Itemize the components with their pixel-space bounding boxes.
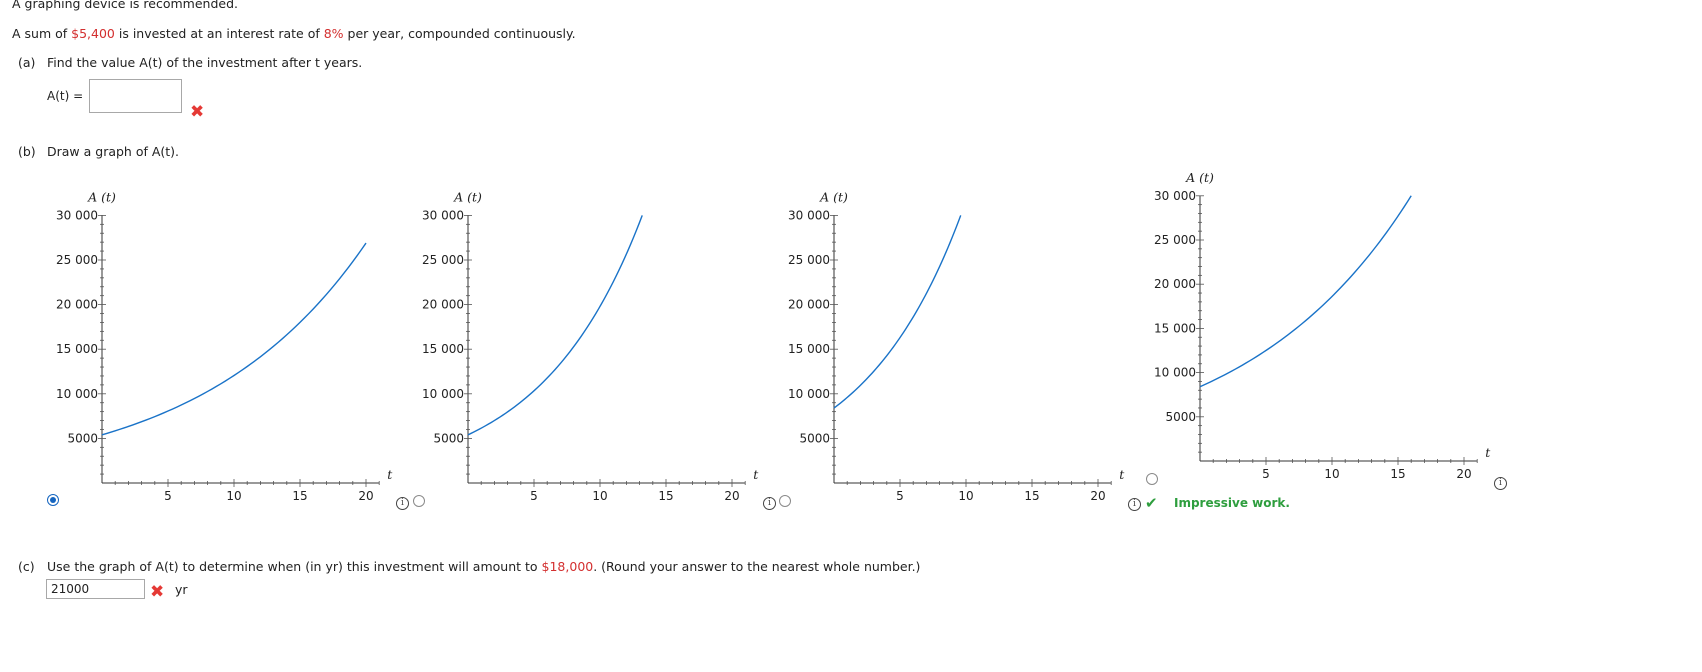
info-icon[interactable]: i (1494, 477, 1507, 490)
recommendation-note: A graphing device is recommended. (12, 0, 238, 11)
graph-option-3-radio[interactable] (779, 495, 791, 507)
y-tick-label: 10 000 (56, 387, 98, 401)
y-tick-label: 25 000 (1154, 233, 1196, 247)
problem-text-3: per year, compounded continuously. (343, 26, 576, 41)
x-tick-label: 10 (226, 489, 241, 503)
y-tick-label: 10 000 (422, 387, 464, 401)
y-axis-label: A (t) (87, 189, 116, 204)
x-tick-label: 20 (1456, 467, 1471, 481)
info-icon[interactable]: i (763, 497, 776, 510)
y-tick-label: 20 000 (788, 298, 830, 312)
correct-check-icon: ✔ (1145, 494, 1158, 512)
part-a-answer-input[interactable] (89, 79, 182, 113)
y-tick-label: 15 000 (56, 342, 98, 356)
graph-option-2-radio[interactable] (413, 495, 425, 507)
incorrect-x-icon: ✖ (150, 582, 165, 602)
part-c-text-1: Use the graph of A(t) to determine when … (47, 559, 542, 574)
graph-option-1-radio[interactable] (47, 494, 59, 506)
incorrect-x-icon: ✖ (190, 102, 205, 122)
growth-curve (467, 215, 643, 436)
y-axis-label: A (t) (1185, 170, 1214, 185)
info-icon[interactable]: i (396, 497, 409, 510)
y-tick-label: 15 000 (788, 342, 830, 356)
y-tick-label: 5000 (433, 431, 464, 445)
x-axis-label: t (753, 467, 759, 482)
y-tick-label: 5000 (67, 431, 98, 445)
y-tick-label: 5000 (799, 431, 830, 445)
y-tick-label: 20 000 (1154, 277, 1196, 291)
y-tick-label: 25 000 (422, 253, 464, 267)
y-tick-label: 30 000 (788, 208, 830, 222)
x-axis-label: t (387, 467, 393, 482)
y-axis-label: A (t) (453, 189, 482, 204)
growth-curve (101, 242, 367, 436)
x-tick-label: 15 (1390, 467, 1405, 481)
x-tick-label: 15 (292, 489, 307, 503)
problem-statement: A sum of $5,400 is invested at an intere… (12, 26, 576, 41)
x-tick-label: 15 (658, 489, 673, 503)
y-tick-label: 5000 (1165, 410, 1196, 424)
graph-option-4: 5 10 15 20 5000 10 000 15 000 20 000 25 000 30 00… (1154, 170, 1491, 481)
feedback-message: Impressive work. (1174, 496, 1290, 510)
graph-option-2: 5 10 15 20 5000 10 000 15 000 20 000 25 000 30 00… (422, 189, 759, 503)
growth-curve (1199, 195, 1412, 388)
y-axis-label: A (t) (819, 189, 848, 204)
graph-option-1: 5 10 15 20 5000 10 000 15 000 20 000 25 000 30 00… (56, 189, 393, 503)
part-a-question: Find the value A(t) of the investment af… (47, 55, 363, 70)
x-tick-label: 10 (1324, 467, 1339, 481)
x-tick-label: 20 (1090, 489, 1105, 503)
y-tick-label: 30 000 (1154, 189, 1196, 203)
x-tick-label: 5 (530, 489, 538, 503)
interest-rate: 8% (323, 26, 344, 41)
part-c-text-2: . (Round your answer to the nearest whol… (593, 559, 921, 574)
x-tick-label: 5 (1262, 467, 1270, 481)
y-tick-label: 20 000 (422, 298, 464, 312)
part-b-question: Draw a graph of A(t). (47, 144, 180, 159)
part-c-question: Use the graph of A(t) to determine when … (47, 559, 920, 574)
growth-curve (833, 215, 962, 409)
info-icon[interactable]: i (1128, 498, 1141, 511)
y-tick-label: 25 000 (788, 253, 830, 267)
part-c-answer-value: 21000 (51, 582, 90, 596)
y-tick-label: 20 000 (56, 298, 98, 312)
y-tick-label: 15 000 (1154, 321, 1196, 335)
x-tick-label: 20 (358, 489, 373, 503)
part-c-unit: yr (175, 582, 188, 597)
y-tick-label: 30 000 (422, 208, 464, 222)
x-tick-label: 10 (592, 489, 607, 503)
graph-option-3: 5 10 15 20 5000 10 000 15 000 20 000 25 000 30 00… (788, 189, 1125, 503)
x-axis-label: t (1119, 467, 1125, 482)
target-amount: $18,000 (541, 559, 594, 574)
problem-text-1: A sum of (12, 26, 72, 41)
x-tick-label: 15 (1024, 489, 1039, 503)
x-tick-label: 10 (958, 489, 973, 503)
problem-text-2: is invested at an interest rate of (114, 26, 324, 41)
y-tick-label: 15 000 (422, 342, 464, 356)
principal-amount: $5,400 (71, 26, 115, 41)
y-tick-label: 10 000 (1154, 366, 1196, 380)
x-axis-label: t (1485, 445, 1491, 460)
part-c-label: (c) (18, 559, 35, 574)
x-tick-label: 5 (164, 489, 172, 503)
x-tick-label: 20 (724, 489, 739, 503)
y-tick-label: 10 000 (788, 387, 830, 401)
y-tick-label: 30 000 (56, 208, 98, 222)
part-a-label: (a) (18, 55, 36, 70)
part-c-answer-input[interactable]: 21000 (46, 579, 145, 599)
part-b-label: (b) (18, 144, 36, 159)
y-tick-label: 25 000 (56, 253, 98, 267)
x-tick-label: 5 (896, 489, 904, 503)
graph-option-4-radio[interactable] (1146, 473, 1158, 485)
part-a-field-label: A(t) = (47, 89, 84, 103)
